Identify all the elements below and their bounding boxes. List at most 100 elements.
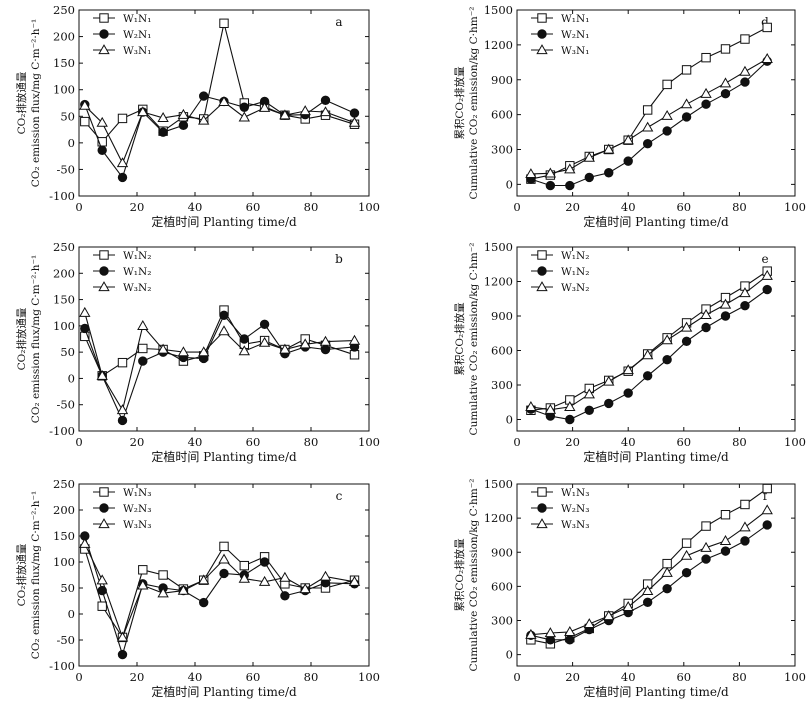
data-point — [761, 52, 773, 63]
data-point — [762, 520, 772, 530]
data-point — [199, 91, 209, 101]
data-point — [762, 22, 772, 33]
data-point — [603, 375, 615, 386]
data-point — [641, 121, 654, 132]
x-tick-label: 100 — [358, 435, 380, 449]
legend-marker — [536, 44, 548, 55]
data-point — [117, 113, 128, 124]
y-tick-label: 150 — [53, 56, 75, 70]
data-point — [701, 554, 711, 564]
data-point — [681, 65, 692, 75]
series-triangle — [79, 537, 361, 642]
data-point — [642, 371, 653, 381]
data-point — [700, 309, 712, 319]
data-point — [138, 565, 148, 575]
data-point — [720, 510, 731, 520]
data-point — [642, 105, 653, 115]
data-point — [116, 404, 129, 415]
data-point — [97, 601, 107, 611]
data-point — [348, 575, 361, 586]
x-tick-label: 20 — [130, 200, 145, 214]
x-tick-label: 100 — [784, 435, 806, 449]
series-line — [84, 543, 355, 639]
data-point — [661, 109, 673, 120]
x-tick-label: 40 — [621, 435, 636, 449]
data-point — [137, 579, 149, 590]
data-point — [279, 571, 291, 582]
x-tick-label: 80 — [732, 435, 747, 449]
y-tick-label: 50 — [60, 109, 75, 123]
legend-marker — [99, 13, 109, 23]
y-axis-label-en: Cumulative CO₂ emission/kg C·hm⁻² — [468, 7, 480, 200]
data-point — [623, 156, 633, 166]
legend-label: W₃N₃ — [123, 519, 151, 531]
data-point — [603, 610, 615, 621]
data-point — [544, 403, 557, 414]
y-tick-label: 600 — [491, 108, 513, 122]
data-point — [661, 334, 673, 345]
y-tick-label: 1200 — [484, 38, 513, 52]
data-point — [739, 521, 751, 532]
legend-marker — [99, 266, 109, 276]
y-tick-label: 50 — [60, 581, 75, 595]
data-point — [525, 168, 537, 179]
data-point — [96, 574, 108, 585]
legend-marker — [537, 487, 547, 497]
data-point — [701, 99, 711, 109]
panel-label: a — [335, 15, 342, 29]
data-point — [138, 356, 148, 366]
legend-label: W₁N₁ — [561, 13, 589, 25]
x-tick-label: 0 — [75, 200, 82, 214]
data-point — [279, 343, 291, 354]
x-axis-label: 定植时间 Planting time/d — [151, 449, 297, 464]
data-point — [680, 98, 693, 109]
legend-marker — [98, 281, 110, 292]
legend-label: W₂N₃ — [561, 503, 589, 515]
x-axis-label: 定植时间 Planting time/d — [151, 214, 297, 229]
legend-label: W₂N₁ — [561, 29, 589, 41]
data-point — [157, 587, 169, 598]
data-point — [138, 343, 148, 354]
data-point — [700, 87, 712, 98]
data-point — [259, 557, 270, 567]
y-tick-label: -50 — [56, 162, 75, 176]
y-tick-label: 0 — [68, 136, 75, 150]
y-axis-label-en: CO₂ emission flux/mg C·m⁻²·h⁻¹ — [30, 255, 42, 423]
legend-label: W₃N₂ — [561, 282, 589, 294]
data-point — [219, 568, 229, 579]
panel-e: 0 300 600 900 1200 1500 0 20 40 60 80 100 定植时间 Plant… — [453, 240, 806, 464]
legend-marker — [537, 13, 547, 23]
data-point — [258, 336, 271, 347]
data-point — [720, 546, 731, 556]
data-point — [178, 120, 189, 131]
data-point — [258, 575, 271, 586]
data-point — [740, 499, 750, 510]
data-point — [219, 541, 229, 552]
x-tick-label: 20 — [130, 435, 145, 449]
series-line — [84, 23, 355, 143]
data-point — [218, 553, 230, 564]
y-tick-label: 200 — [53, 30, 75, 44]
data-point — [280, 591, 290, 601]
data-point — [116, 157, 129, 168]
y-tick-label: 1500 — [484, 240, 513, 254]
x-tick-label: 60 — [246, 670, 261, 684]
y-tick-label: 250 — [53, 240, 75, 254]
panel-label: c — [336, 489, 343, 503]
data-point — [584, 172, 594, 183]
data-point — [740, 77, 750, 87]
x-tick-label: 100 — [784, 670, 806, 684]
data-point — [117, 172, 128, 183]
data-point — [199, 597, 209, 608]
data-point — [157, 343, 169, 354]
data-point — [661, 566, 673, 577]
series-triangle — [79, 96, 361, 168]
data-point — [525, 401, 537, 411]
data-point — [565, 180, 575, 191]
data-point — [137, 320, 149, 330]
y-tick-label: -100 — [49, 659, 75, 673]
x-axis-label: 定植时间 Planting time/d — [583, 214, 729, 229]
legend-label: W₃N₂ — [123, 282, 151, 294]
legend-label: W₁N₂ — [123, 250, 151, 262]
